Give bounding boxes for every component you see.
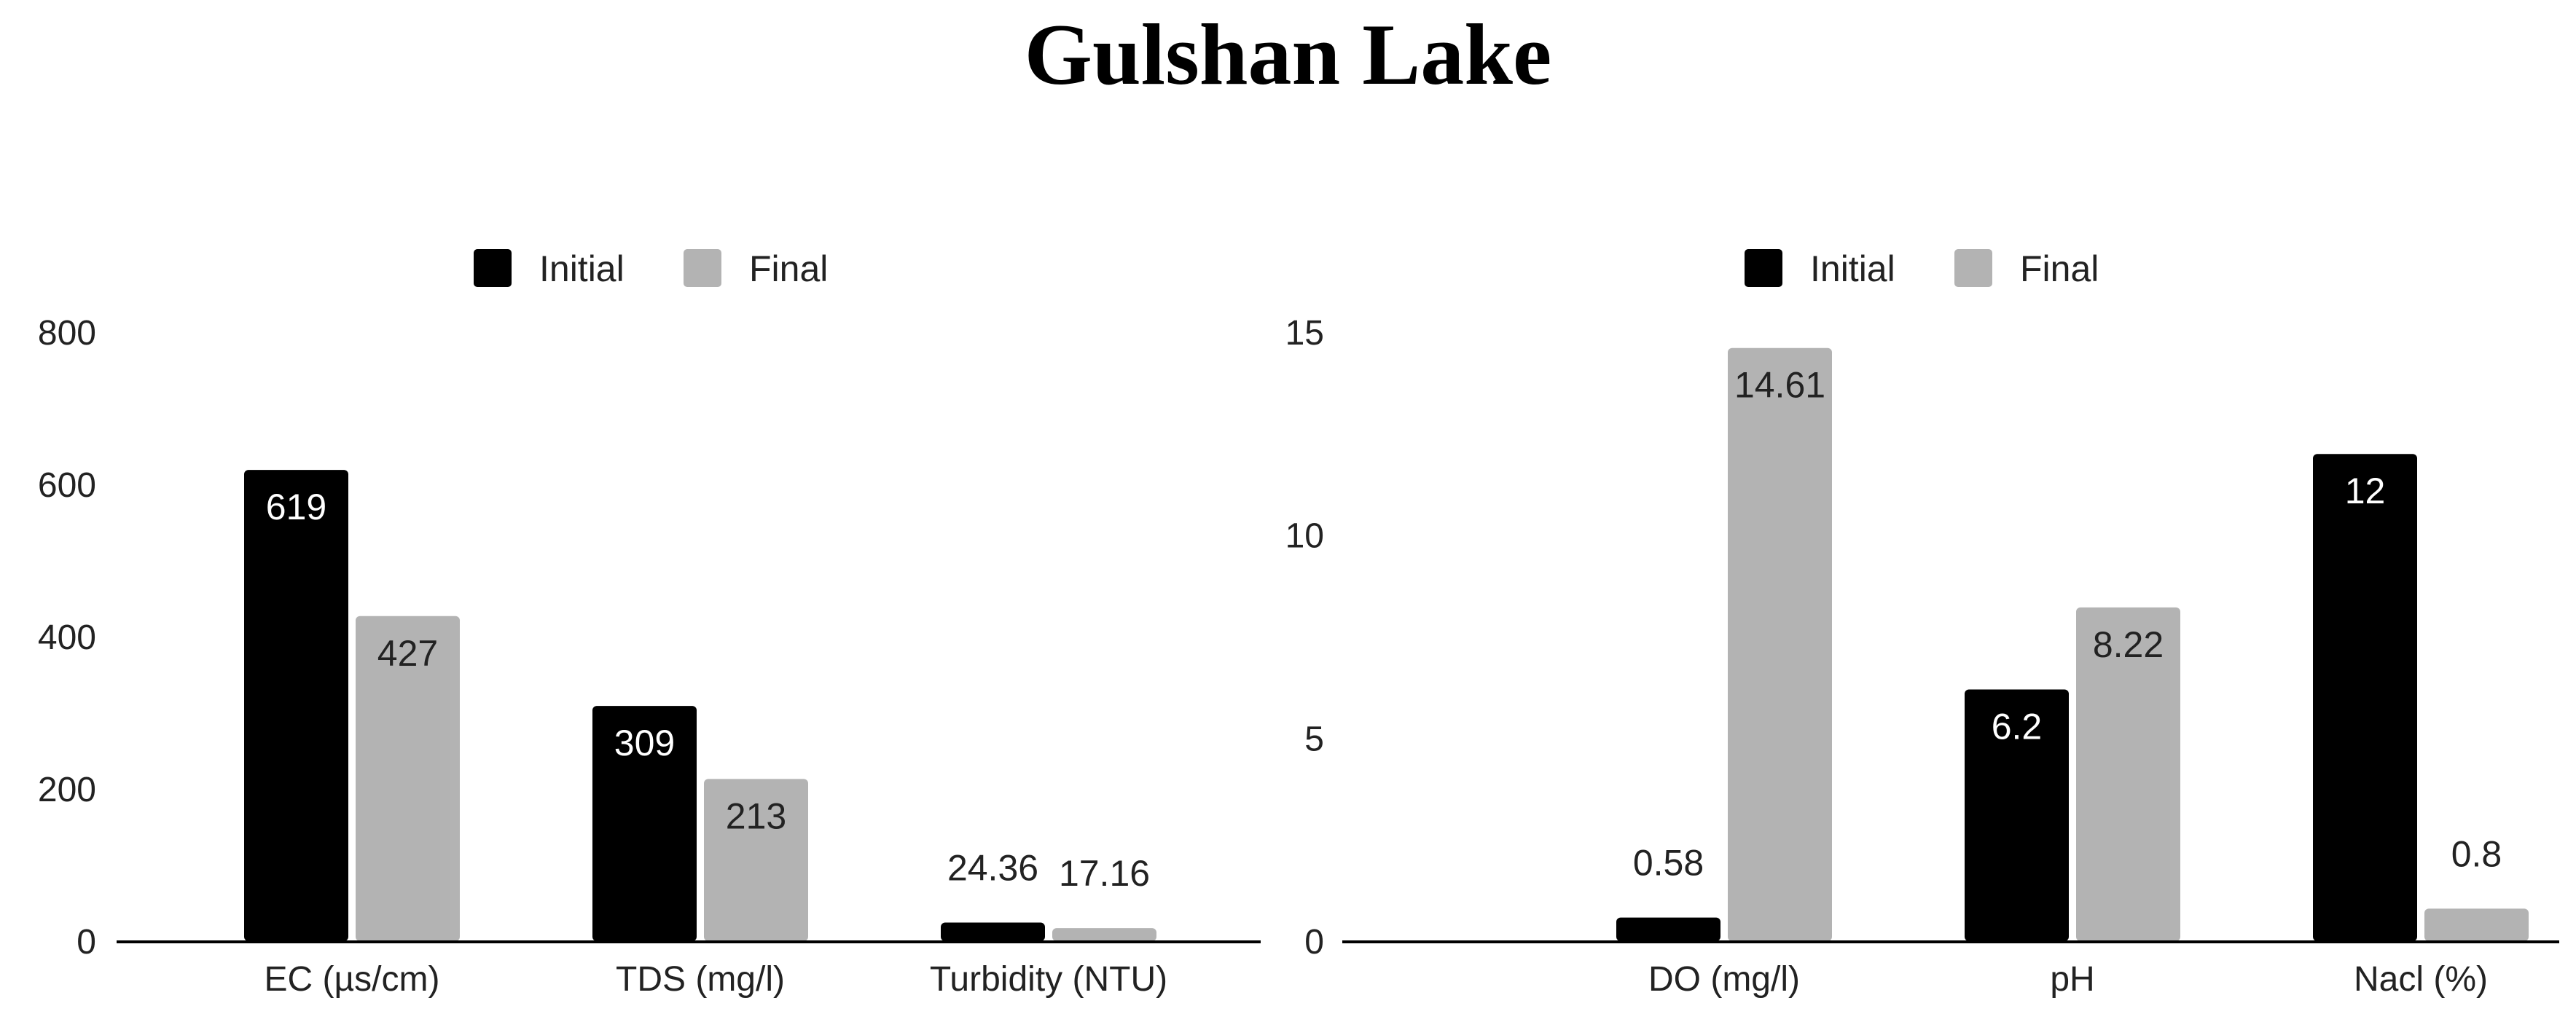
data-label-final-nacl: 0.8: [2451, 833, 2502, 874]
data-label-initial-nacl: 12: [2345, 471, 2386, 511]
bar-initial-nacl: [2313, 454, 2417, 941]
legend-swatch-final: [1954, 249, 1992, 287]
x-category-label: Nacl (%): [2354, 960, 2488, 999]
legend-label-final: Final: [2020, 248, 2099, 289]
y-tick-label: 10: [1288, 517, 1324, 556]
bar-final-turbidity-ntu: [1052, 928, 1156, 941]
legend-label-final: Final: [749, 248, 828, 289]
chart-left: Initial Final 0 200 400 600 800 619 427 EC (µs/cm…: [38, 248, 1261, 999]
y-tick-label: 5: [1304, 720, 1324, 758]
data-label-initial-tds-mg-l: 309: [614, 723, 675, 763]
figure-title: Gulshan Lake: [1024, 6, 1552, 103]
y-tick-label: 0: [77, 923, 96, 962]
bar-initial-turbidity-ntu: [941, 922, 1045, 941]
chart-right: Initial Final 0 5 10 15 0.58 14.61 DO (mg/l) 6.2 8…: [1288, 248, 2559, 999]
y-tick-label: 600: [38, 466, 96, 505]
legend-swatch-initial: [1745, 249, 1782, 287]
data-label-final-turbidity-ntu: 17.16: [1059, 853, 1150, 894]
x-category-label: TDS (mg/l): [616, 960, 785, 999]
y-tick-label: 0: [1304, 923, 1324, 962]
data-label-initial-ph: 6.2: [1992, 706, 2043, 747]
legend-swatch-final: [684, 249, 721, 287]
data-label-initial-turbidity-ntu: 24.36: [947, 848, 1038, 889]
data-label-final-tds-mg-l: 213: [726, 795, 786, 836]
bar-initial-ec-s-cm: [244, 470, 348, 941]
data-label-final-ec-s-cm: 427: [377, 633, 438, 674]
bar-final-ec-s-cm: [356, 616, 460, 941]
bar-final-nacl: [2424, 908, 2529, 941]
y-tick-label: 800: [38, 314, 96, 353]
y-tick-label: 15: [1288, 314, 1324, 353]
bar-initial-do-mg-l: [1616, 917, 1720, 941]
data-label-initial-ec-s-cm: 619: [266, 487, 326, 527]
bar-final-do-mg-l: [1728, 347, 1832, 942]
data-label-final-do-mg-l: 14.61: [1734, 365, 1825, 406]
bar-initial-tds-mg-l: [592, 706, 697, 941]
y-tick-label: 200: [38, 771, 96, 809]
bar-initial-ph: [1965, 689, 2069, 941]
legend: Initial Final: [1745, 248, 2099, 289]
bar-final-ph: [2076, 607, 2180, 941]
data-label-initial-do-mg-l: 0.58: [1633, 843, 1704, 884]
x-category-label: pH: [2050, 960, 2094, 999]
legend-label-initial: Initial: [1810, 248, 1895, 289]
legend-swatch-initial: [474, 249, 512, 287]
bar-final-tds-mg-l: [704, 779, 808, 941]
y-tick-label: 400: [38, 618, 96, 657]
data-label-final-ph: 8.22: [2093, 624, 2164, 665]
legend-label-initial: Initial: [539, 248, 625, 289]
x-category-label: Turbidity (NTU): [930, 960, 1167, 999]
legend: Initial Final: [474, 248, 828, 289]
x-category-label: DO (mg/l): [1648, 960, 1800, 999]
x-category-label: EC (µs/cm): [265, 960, 440, 999]
